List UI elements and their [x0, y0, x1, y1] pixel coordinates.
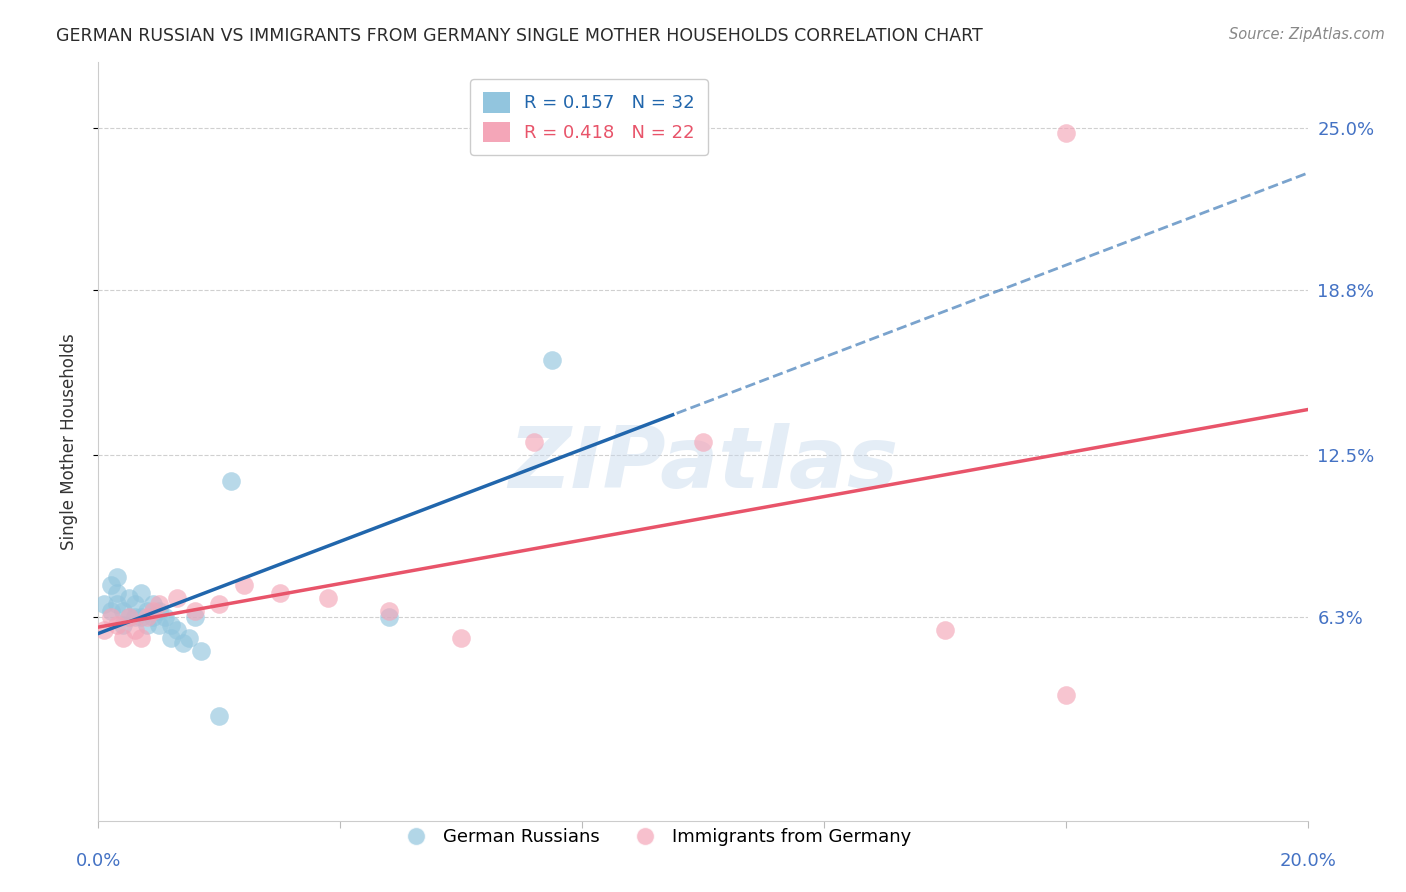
Point: [105, 570, 128, 584]
Point: [221, 474, 243, 488]
Point: [208, 597, 231, 611]
Point: [111, 631, 134, 645]
Point: [160, 631, 183, 645]
Point: [190, 643, 212, 657]
Point: [100, 578, 122, 592]
Point: [377, 605, 399, 619]
Point: [93, 597, 115, 611]
Point: [129, 631, 152, 645]
Point: [142, 605, 165, 619]
Point: [124, 597, 146, 611]
Text: 20.0%: 20.0%: [1279, 852, 1336, 870]
Y-axis label: Single Mother Households: Single Mother Households: [59, 334, 77, 549]
Point: [540, 353, 562, 368]
Text: 0.0%: 0.0%: [76, 852, 121, 870]
Point: [135, 617, 157, 632]
Point: [232, 578, 254, 592]
Point: [124, 609, 146, 624]
Point: [1054, 688, 1077, 702]
Point: [148, 605, 170, 619]
Point: [142, 597, 165, 611]
Point: [1054, 126, 1077, 140]
Point: [179, 631, 201, 645]
Point: [118, 609, 141, 624]
Point: [148, 617, 170, 632]
Point: [316, 591, 339, 606]
Point: [135, 609, 157, 624]
Point: [184, 609, 207, 624]
Point: [166, 623, 188, 637]
Point: [377, 609, 399, 624]
Text: Source: ZipAtlas.com: Source: ZipAtlas.com: [1229, 27, 1385, 42]
Point: [124, 623, 146, 637]
Point: [172, 636, 194, 650]
Point: [160, 617, 183, 632]
Point: [111, 605, 134, 619]
Point: [93, 623, 115, 637]
Point: [118, 609, 141, 624]
Point: [111, 617, 134, 632]
Point: [148, 597, 170, 611]
Point: [129, 609, 152, 624]
Point: [153, 609, 176, 624]
Legend: German Russians, Immigrants from Germany: German Russians, Immigrants from Germany: [391, 821, 918, 854]
Point: [105, 586, 128, 600]
Point: [135, 605, 157, 619]
Point: [692, 434, 714, 449]
Text: ZIPatlas: ZIPatlas: [508, 423, 898, 506]
Point: [105, 597, 128, 611]
Point: [142, 609, 165, 624]
Point: [934, 623, 956, 637]
Point: [184, 605, 207, 619]
Text: GERMAN RUSSIAN VS IMMIGRANTS FROM GERMANY SINGLE MOTHER HOUSEHOLDS CORRELATION C: GERMAN RUSSIAN VS IMMIGRANTS FROM GERMAN…: [56, 27, 983, 45]
Point: [118, 591, 141, 606]
Point: [208, 709, 231, 723]
Point: [105, 617, 128, 632]
Point: [450, 631, 472, 645]
Point: [523, 434, 546, 449]
Point: [100, 609, 122, 624]
Point: [100, 605, 122, 619]
Point: [129, 586, 152, 600]
Point: [166, 591, 188, 606]
Point: [269, 586, 291, 600]
